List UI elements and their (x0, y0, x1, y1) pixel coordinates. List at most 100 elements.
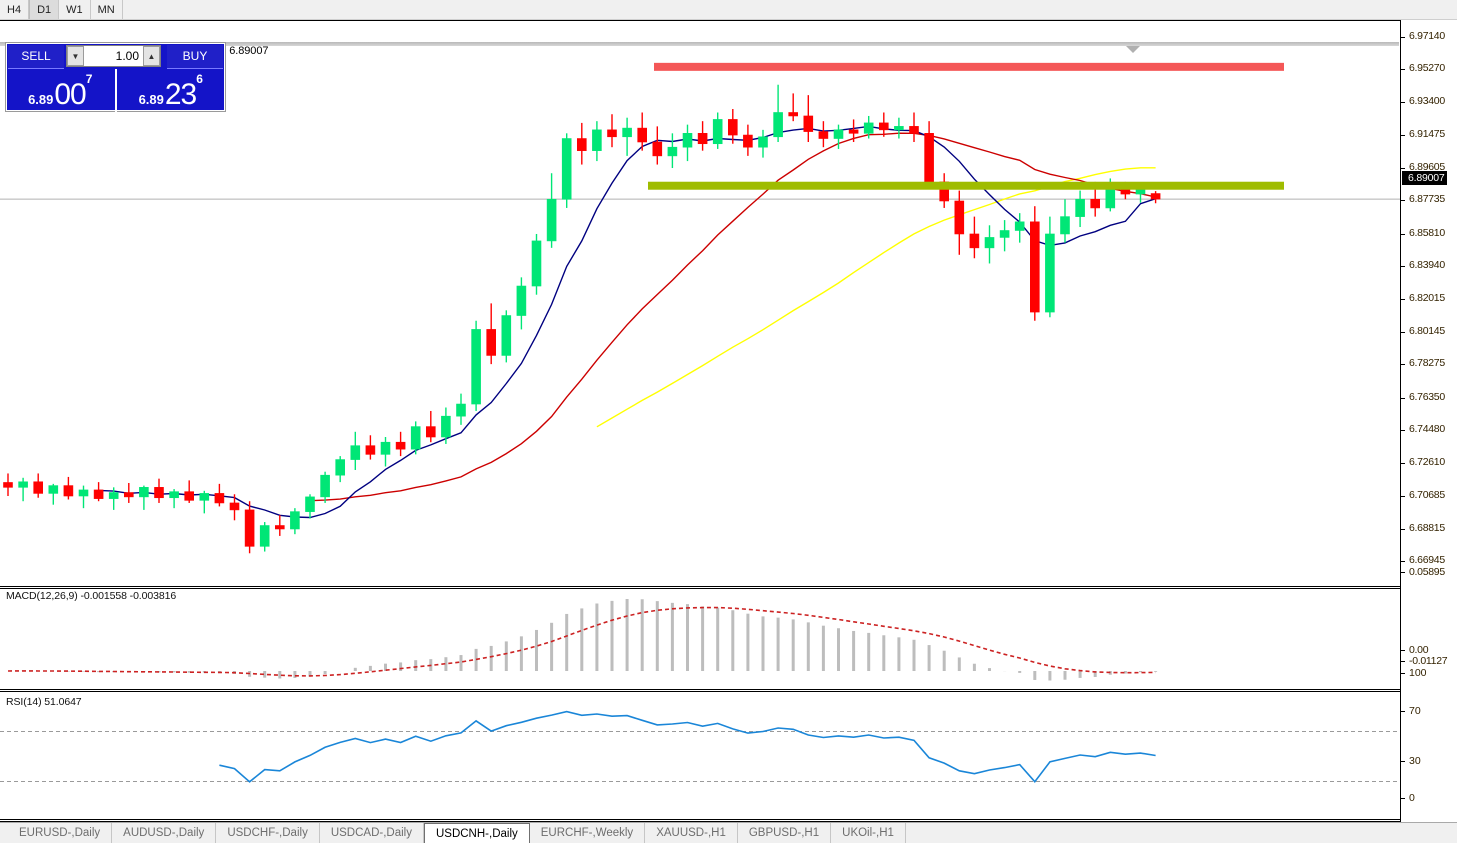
macd-panel[interactable] (0, 591, 1400, 689)
price-scale-tickmark (1401, 233, 1405, 235)
candlestick (244, 501, 255, 554)
timeframe-toolbar: H4 D1 W1 MN (0, 0, 1457, 20)
rsi-scale-label: 100 (1409, 667, 1427, 679)
chart-scroll-track[interactable] (0, 42, 1399, 46)
one-click-trading-panel[interactable]: SELL ▼ 1.00 ▲ BUY 6.89 00 7 6.89 23 6 (5, 42, 226, 112)
price-scale-tickmark (1401, 561, 1405, 562)
candlestick (410, 421, 421, 455)
price-scale-tickmark (1401, 397, 1405, 399)
candlestick (124, 482, 134, 503)
price-scale-label: 6.78275 (1409, 357, 1445, 370)
price-scale-label: 6.70685 (1409, 489, 1445, 502)
candlestick (33, 473, 44, 498)
candlestick (878, 112, 889, 137)
candlestick (622, 117, 632, 156)
rsi-scale-label: 70 (1409, 704, 1421, 717)
candlestick (78, 485, 89, 509)
price-scale-label: 6.68815 (1409, 521, 1445, 534)
candlestick (1014, 213, 1025, 243)
price-scale-label: 6.66945 (1409, 554, 1445, 566)
candlestick (154, 478, 164, 503)
timeframe-button-mn[interactable]: MN (90, 0, 123, 19)
candlestick (184, 480, 194, 503)
one-click-trading-controls: SELL ▼ 1.00 ▲ BUY (6, 43, 225, 69)
support-line[interactable] (648, 181, 1284, 190)
buy-button[interactable]: BUY (167, 44, 223, 69)
price-scale[interactable]: 6.97140 6.95270 6.93400 6.91475 6.89605 6.877… (1400, 20, 1457, 822)
price-scale-tickmark (1401, 101, 1405, 103)
price-scale-label: 6.85810 (1409, 226, 1445, 239)
panel-separator-macd[interactable] (0, 586, 1400, 589)
chart-tab-xauusd[interactable]: XAUUSD-,H1 (645, 823, 738, 843)
candlestick (290, 508, 300, 535)
chart-tab-bar[interactable]: EURUSD-,Daily AUDUSD-,Daily USDCHF-,Daily U… (0, 822, 1457, 843)
candlestick (712, 112, 723, 149)
candlestick (350, 431, 361, 470)
candlestick (743, 124, 753, 156)
candlestick (320, 471, 330, 503)
candlestick (48, 483, 59, 505)
price-scale-tickmark (1401, 299, 1405, 301)
candlestick (924, 121, 934, 188)
candlestick (274, 515, 285, 536)
candlestick (697, 121, 708, 151)
macd-scale-label: 0.00 (1409, 644, 1429, 656)
chart-tab-usdchf[interactable]: USDCHF-,Daily (216, 823, 320, 843)
price-scale-tickmark (1401, 462, 1405, 464)
rsi-line (219, 710, 1156, 783)
sell-button[interactable]: SELL (8, 44, 64, 69)
chart-tab-usdcnh[interactable]: USDCNH-,Daily (423, 823, 530, 843)
price-scale-label: 6.91475 (1409, 128, 1445, 141)
tab-bar-empty-space (906, 823, 1457, 843)
rsi-panel[interactable] (0, 694, 1400, 819)
candlestick (108, 487, 119, 510)
chart-scroll-marker-icon[interactable] (1126, 46, 1140, 53)
macd-label: MACD(12,26,9) -0.001558 -0.003816 (6, 590, 177, 602)
chart-tab-ukoil[interactable]: UKOil-,H1 (831, 823, 906, 843)
candlestick (531, 233, 542, 295)
candlestick (592, 121, 602, 162)
candlestick (63, 476, 74, 500)
resistance-line[interactable] (654, 62, 1284, 71)
price-scale-tickmark (1401, 496, 1405, 498)
chart-tab-usdcad[interactable]: USDCAD-,Daily (320, 823, 424, 843)
candlestick (954, 190, 965, 255)
price-scale-tickmark (1401, 430, 1405, 432)
candlestick (471, 320, 481, 411)
rsi-scale-tickmark (1401, 798, 1405, 799)
macd-signal-line (7, 606, 1156, 677)
chart-tab-eurchf[interactable]: EURCHF-,Weekly (530, 823, 646, 843)
rsi-scale-label: 30 (1409, 754, 1421, 767)
macd-scale-tickmark (1401, 572, 1405, 573)
price-chart-panel[interactable] (0, 45, 1400, 590)
candlestick (486, 303, 497, 365)
timeframe-button-d1[interactable]: D1 (29, 0, 60, 19)
chart-tab-eurusd[interactable]: EURUSD-,Daily (8, 823, 113, 843)
candlestick (259, 522, 270, 552)
volume-input[interactable]: 1.00 (84, 46, 143, 66)
panel-separator-rsi[interactable] (0, 689, 1400, 692)
price-scale-tickmark (1401, 528, 1405, 530)
buy-price-fraction: 6 (196, 72, 203, 86)
volume-increase-icon[interactable]: ▲ (143, 46, 160, 66)
timeframe-button-w1[interactable]: W1 (59, 0, 91, 19)
price-scale-label: 6.93400 (1409, 94, 1445, 107)
sell-price-big: 00 (54, 78, 86, 111)
volume-decrease-icon[interactable]: ▼ (67, 46, 84, 66)
candlestick (637, 112, 648, 151)
macd-scale-tickmark (1401, 650, 1405, 651)
timeframe-button-h4[interactable]: H4 (0, 0, 30, 19)
candlestick (229, 494, 240, 521)
price-scale-tickmark (1401, 266, 1405, 268)
chart-canvas-frame[interactable]: USDCNH-,Daily 6.89333 6.89470 6.88773 6.… (0, 20, 1457, 835)
sell-price-quote[interactable]: 6.89 00 7 (6, 69, 115, 112)
price-scale-label: 6.74480 (1409, 423, 1445, 436)
candlestick (576, 122, 587, 165)
chart-tab-audusd[interactable]: AUDUSD-,Daily (112, 823, 217, 843)
candlestick (214, 483, 225, 507)
volume-stepper[interactable]: ▼ 1.00 ▲ (66, 45, 161, 67)
price-scale-tickmark (1401, 200, 1405, 202)
buy-price-quote[interactable]: 6.89 23 6 (114, 69, 226, 112)
chart-tab-gbpusd[interactable]: GBPUSD-,H1 (738, 823, 832, 843)
candlestick (501, 310, 512, 363)
